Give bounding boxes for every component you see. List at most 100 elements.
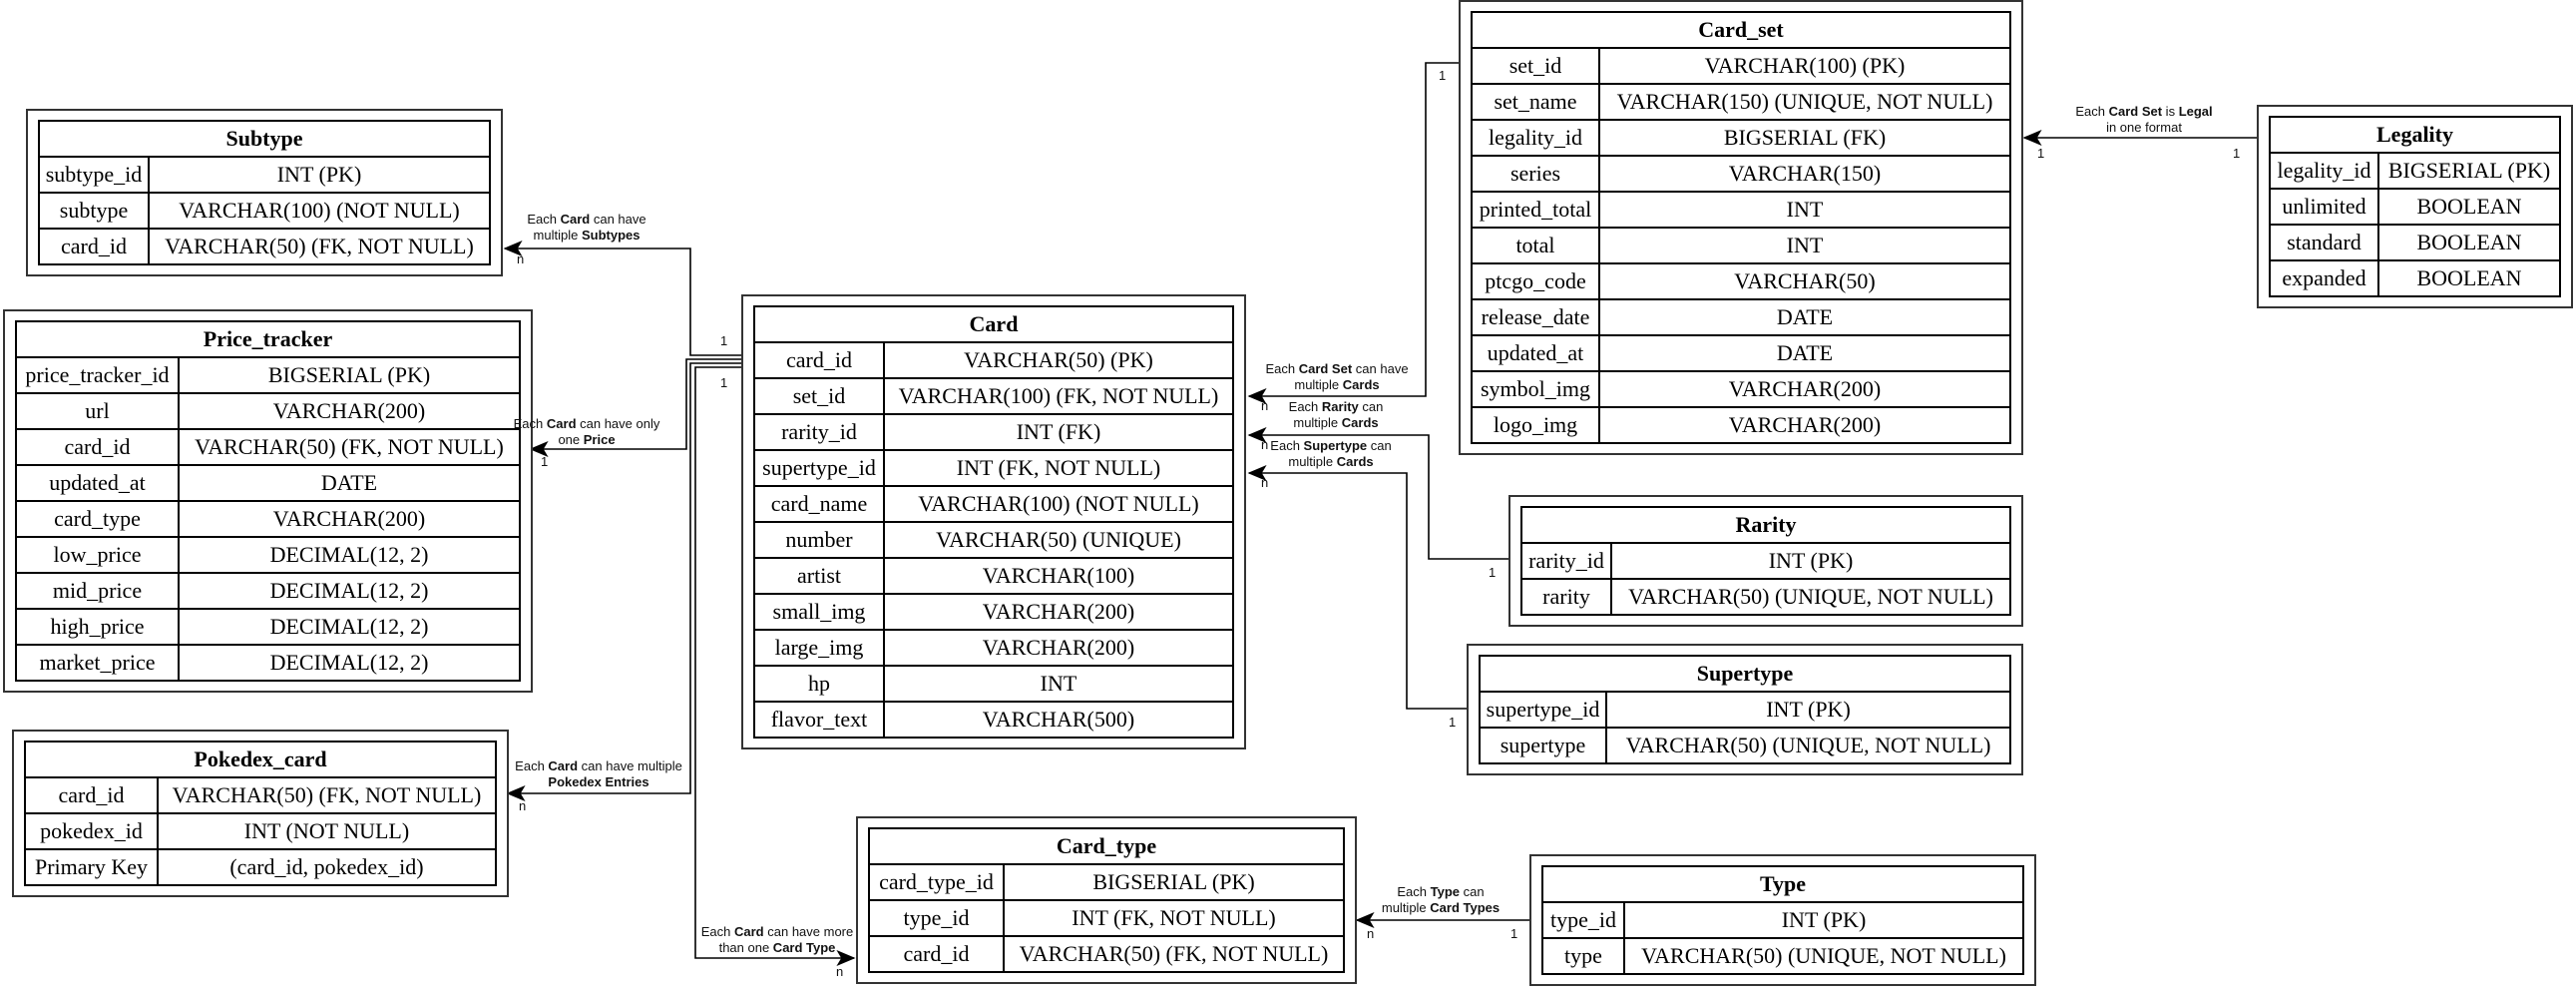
column-name: card_id [15,428,180,466]
column-name: card_id [868,935,1005,973]
column-type: VARCHAR(200) [883,629,1234,667]
column-name: large_img [753,629,885,667]
column-name: small_img [753,593,885,631]
relationship-line-card-price [529,358,741,457]
column-type: VARCHAR(100) (FK, NOT NULL) [883,377,1234,415]
column-row: card_type VARCHAR(200) [15,500,521,538]
column-type: BIGSERIAL (PK) [2377,152,2561,190]
entity-supertype[interactable]: Supertype supertype_id INT (PK) supertype VA… [1467,644,2023,775]
column-name: supertype_id [1479,691,1607,729]
column-name: ptcgo_code [1471,262,1600,300]
column-type: VARCHAR(500) [883,701,1234,739]
column-name: total [1471,227,1600,264]
column-type: VARCHAR(50) (UNIQUE) [883,521,1234,559]
column-name: supertype [1479,727,1607,764]
column-type: VARCHAR(150) [1598,155,2011,193]
column-name: card_id [38,228,150,265]
cardinality-label: n [1261,475,1269,490]
column-row: legality_id BIGSERIAL (PK) [2269,152,2561,190]
column-row: ptcgo_code VARCHAR(50) [1471,262,2011,300]
column-row: set_id VARCHAR(100) (PK) [1471,47,2011,85]
entity-subtype[interactable]: Subtype subtype_id INT (PK) subtype VARCHAR(… [26,109,503,276]
entity-title: Type [1541,865,2024,903]
column-name: updated_at [1471,334,1600,372]
column-row: card_type_id BIGSERIAL (PK) [868,863,1345,901]
column-type: INT [883,665,1234,703]
column-name: price_tracker_id [15,356,180,394]
column-row: rarity_id INT (FK) [753,413,1234,451]
column-row: rarity VARCHAR(50) (UNIQUE, NOT NULL) [1520,578,2011,616]
column-name: rarity [1520,578,1612,616]
entity-title: Card_type [868,827,1345,865]
entity-price-tracker[interactable]: Price_tracker price_tracker_id BIGSERIAL (… [3,309,533,693]
column-row: type_id INT (FK, NOT NULL) [868,899,1345,937]
column-type: BOOLEAN [2377,188,2561,226]
column-row: pokedex_id INT (NOT NULL) [24,812,497,850]
column-type: INT (FK) [883,413,1234,451]
cardinality-label: n [1367,926,1375,941]
column-name: number [753,521,885,559]
column-name: card_id [753,341,885,379]
column-row: card_name VARCHAR(100) (NOT NULL) [753,485,1234,523]
column-type: INT (PK) [1623,901,2024,939]
column-name: symbol_img [1471,370,1600,408]
column-name: supertype_id [753,449,885,487]
entity-title: Rarity [1520,506,2011,544]
relationship-line-card-pokedex [506,362,741,801]
cardinality-label: n [1261,437,1269,452]
column-name: hp [753,665,885,703]
entity-title: Card [753,305,1234,343]
column-row: legality_id BIGSERIAL (FK) [1471,119,2011,157]
column-name: type_id [868,899,1005,937]
relationship-label: Each Card can have more than one Card Typ… [700,924,854,955]
column-type: DATE [1598,298,2011,336]
column-name: logo_img [1471,406,1600,444]
column-name: expanded [2269,259,2379,297]
column-type: VARCHAR(200) [178,392,521,430]
column-type: BIGSERIAL (FK) [1598,119,2011,157]
column-type: VARCHAR(200) [1598,370,2011,408]
column-type: VARCHAR(200) [883,593,1234,631]
column-name: url [15,392,180,430]
column-name: market_price [15,644,180,682]
relationship-line-set-card [1247,62,1459,404]
column-type: VARCHAR(200) [1598,406,2011,444]
column-row: high_price DECIMAL(12, 2) [15,608,521,646]
column-row: price_tracker_id BIGSERIAL (PK) [15,356,521,394]
column-row: expanded BOOLEAN [2269,259,2561,297]
column-type: VARCHAR(100) (NOT NULL) [148,192,491,230]
entity-pokedex-card[interactable]: Pokedex_card card_id VARCHAR(50) (FK, NOT … [12,730,509,897]
column-type: INT (FK, NOT NULL) [1003,899,1345,937]
column-type: VARCHAR(50) (FK, NOT NULL) [148,228,491,265]
column-type: DECIMAL(12, 2) [178,536,521,574]
column-type: INT (PK) [1605,691,2011,729]
column-row: low_price DECIMAL(12, 2) [15,536,521,574]
column-type: DATE [1598,334,2011,372]
column-name: series [1471,155,1600,193]
relationship-line-supertype-card [1247,465,1467,710]
entity-legality[interactable]: Legality legality_id BIGSERIAL (PK) unlimit… [2257,105,2573,308]
column-type: VARCHAR(50) (FK, NOT NULL) [157,776,497,814]
relationship-label: Each Card can have multiple Pokedex Entri… [515,758,682,789]
column-type: BOOLEAN [2377,259,2561,297]
column-row: url VARCHAR(200) [15,392,521,430]
entity-card-set[interactable]: Card_set set_id VARCHAR(100) (PK) set_name V… [1459,0,2023,455]
column-type: VARCHAR(100) (NOT NULL) [883,485,1234,523]
relationship-label: Each Supertype can multiple Cards [1270,438,1392,469]
column-type: INT (FK, NOT NULL) [883,449,1234,487]
column-name: standard [2269,224,2379,261]
column-type: BIGSERIAL (PK) [178,356,521,394]
entity-card[interactable]: Card card_id VARCHAR(50) (PK) set_id VARCHAR… [741,294,1246,749]
cardinality-label: n [517,251,525,266]
column-type: DECIMAL(12, 2) [178,644,521,682]
relationship-label: Each Type can multiple Card Types [1381,884,1501,915]
entity-title: Card_set [1471,11,2011,49]
column-row: small_img VARCHAR(200) [753,593,1234,631]
entity-type[interactable]: Type type_id INT (PK) type VARCHAR(50) (UNIQ… [1529,854,2036,986]
cardinality-label: 1 [541,454,549,469]
column-name: rarity_id [1520,542,1612,580]
column-row: card_id VARCHAR(50) (FK, NOT NULL) [868,935,1345,973]
column-type: DECIMAL(12, 2) [178,572,521,610]
entity-rarity[interactable]: Rarity rarity_id INT (PK) rarity VARCHAR(50)… [1508,495,2023,627]
entity-card-type[interactable]: Card_type card_type_id BIGSERIAL (PK) type_… [856,816,1357,984]
